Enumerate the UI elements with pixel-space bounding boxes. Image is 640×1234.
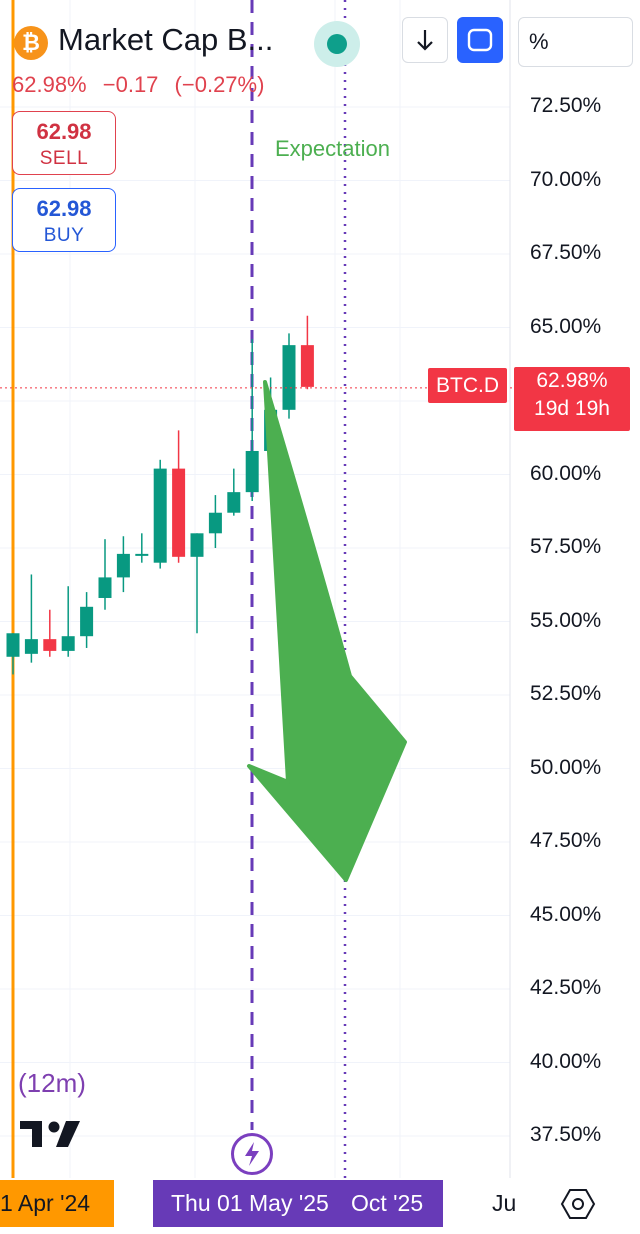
crosshair-date: Thu 01 May '25 [171,1190,329,1216]
fit-screen-button[interactable] [457,17,503,63]
interval-label: (12m) [18,1068,86,1098]
candle-body [153,468,167,563]
next-date: Oct '25 [351,1190,424,1216]
time-label-end: Ju [492,1190,517,1216]
candle [245,339,259,501]
price-change-line: 62.98% −0.17 (−0.27%) [12,72,274,98]
candle [61,586,75,657]
candle-body [135,553,149,556]
change-percent: (−0.27%) [174,72,265,97]
candle-body [43,639,57,651]
change-value: −0.17 [102,72,159,97]
expectation-arrow [247,380,407,882]
settings-hexagon-icon[interactable] [560,1186,596,1227]
candle [300,315,314,390]
price-axis-label: 70.00% [530,167,602,191]
candle-body [190,533,204,557]
candle [172,430,186,563]
candle-body [6,633,20,657]
candle [135,533,149,563]
symbol-price-tag: BTC.D [428,368,507,403]
price-axis-label: 52.50% [530,682,602,705]
price-axis-label: 72.50% [530,94,602,117]
price-axis-label: 37.50% [530,1123,602,1146]
crosshair-time-label: Thu 01 May '25 Oct '25 [153,1180,443,1227]
candle-body [300,345,314,387]
price-axis-label: 67.50% [530,241,602,264]
bitcoin-icon: ₿ [14,26,48,60]
candle-body [227,492,241,513]
buy-button[interactable]: 62.98 BUY [12,188,116,252]
price-axis-label: 60.00% [530,461,602,485]
arrow-down-icon [417,30,433,51]
candle-body [282,345,296,410]
price-axis-label: 55.00% [530,608,602,632]
bar-countdown: 19d 19h [534,397,610,420]
candle-body [98,577,112,598]
candle [282,333,296,419]
price-axis-label: 42.50% [530,976,602,999]
live-status-icon [314,21,360,67]
time-label-start: 1 Apr '24 [0,1180,114,1227]
lightning-icon[interactable] [231,1133,273,1175]
candles-layer [6,315,314,675]
candle [208,495,222,548]
buy-price: 62.98 [36,196,92,221]
candle [153,459,167,569]
candle-body [61,636,75,651]
candle-body [208,512,222,534]
sell-button[interactable]: 62.98 SELL [12,111,116,175]
candle-body [172,468,186,557]
chart-grid [0,0,511,1178]
sell-price: 62.98 [36,119,92,144]
candle [6,633,20,675]
symbol-title[interactable]: Market Cap B... [58,22,274,57]
scale-percent-button[interactable]: % [518,17,633,67]
candle [24,574,38,663]
candle [80,592,94,648]
fit-screen-icon [467,28,493,52]
price-axis-label: 40.00% [530,1049,602,1073]
candle-body [80,606,94,637]
price-axis-label: 65.00% [530,314,602,338]
tradingview-logo [20,1118,82,1155]
candle [98,539,112,610]
download-button[interactable] [402,17,448,63]
price-axis-label: 50.00% [530,755,602,779]
candle [227,468,241,516]
candle [190,533,204,634]
price-axis-label: 47.50% [530,829,602,852]
sell-label: SELL [39,148,89,169]
buy-label: BUY [43,225,85,246]
expectation-label: Expectation [275,136,390,161]
candle-body [116,553,130,578]
last-price-tag: 62.98% 19d 19h [514,367,630,431]
candle-body [24,639,38,654]
price-axis-label: 57.50% [530,535,602,558]
candle [116,536,130,593]
price-axis-label: 45.00% [530,902,602,926]
candle [43,609,57,657]
last-percent: 62.98% [12,72,87,97]
candle-body [245,450,259,493]
last-price-value: 62.98% [536,369,608,392]
